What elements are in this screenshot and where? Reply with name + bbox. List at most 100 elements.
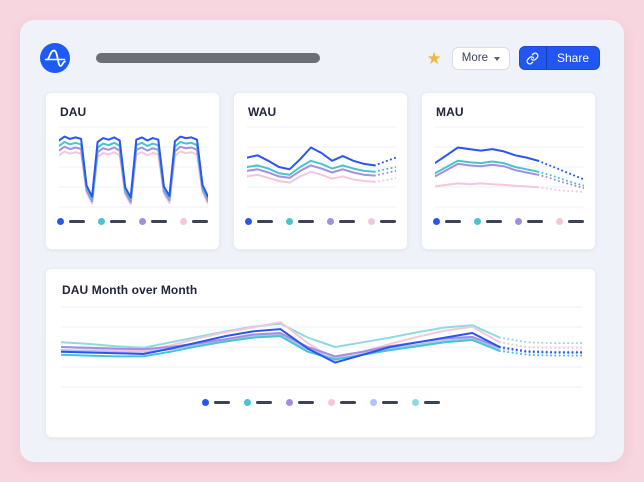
legend-item[interactable]: [245, 218, 273, 225]
link-icon: [526, 51, 539, 65]
series-line-teal: [435, 159, 540, 175]
card-mau: MAU: [421, 92, 596, 250]
dashboard-app: ★ More Share DAU WAU: [20, 20, 624, 462]
series-line-pink: [498, 341, 582, 349]
series-line-light_teal: [498, 336, 582, 345]
series-line-pink: [247, 170, 376, 184]
legend-item[interactable]: [474, 218, 502, 225]
legend-label-placeholder: [298, 220, 314, 223]
legend-label-placeholder: [192, 220, 208, 223]
legend-series-dot: [245, 218, 252, 225]
legend-label-placeholder: [110, 220, 126, 223]
series-line-pink: [435, 182, 540, 189]
legend-label-placeholder: [255, 401, 272, 404]
wau-legend: [234, 218, 407, 225]
series-line-light_teal: [61, 322, 501, 349]
dau-mom-legend: [46, 399, 595, 406]
series-line-teal: [373, 166, 396, 173]
chart-cards-row: DAU WAU MAU: [45, 92, 596, 250]
legend-series-dot: [556, 218, 563, 225]
series-line-blue: [373, 156, 396, 167]
series-line-blue: [537, 159, 584, 181]
series-line-blue: [59, 135, 208, 199]
card-wau: WAU: [233, 92, 408, 250]
series-line-pink: [537, 186, 584, 193]
legend-label-placeholder: [380, 220, 396, 223]
legend-series-dot: [433, 218, 440, 225]
legend-label-placeholder: [297, 401, 314, 404]
legend-label-placeholder: [339, 401, 356, 404]
legend-series-dot: [411, 399, 419, 406]
legend-label-placeholder: [486, 220, 502, 223]
amplitude-logo[interactable]: [40, 43, 70, 73]
legend-label-placeholder: [445, 220, 461, 223]
series-line-pink: [61, 321, 501, 362]
mau-legend: [422, 218, 595, 225]
legend-item[interactable]: [369, 399, 398, 406]
more-button[interactable]: More: [451, 46, 510, 70]
legend-label-placeholder: [339, 220, 355, 223]
series-line-purple: [247, 164, 376, 179]
series-line-teal: [498, 349, 582, 357]
series-line-teal: [247, 159, 376, 176]
app-header: ★ More Share: [40, 42, 600, 74]
legend-item[interactable]: [243, 399, 272, 406]
legend-item[interactable]: [285, 399, 314, 406]
legend-item[interactable]: [57, 218, 85, 225]
legend-series-dot: [327, 399, 335, 406]
series-line-purple: [537, 173, 584, 190]
card-title-dau: DAU: [60, 105, 87, 119]
legend-series-dot: [98, 218, 105, 225]
wau-chart[interactable]: [247, 126, 396, 208]
legend-item[interactable]: [411, 399, 440, 406]
legend-series-dot: [139, 218, 146, 225]
mau-chart[interactable]: [435, 126, 584, 208]
dau-legend: [46, 218, 219, 225]
legend-item[interactable]: [327, 399, 356, 406]
legend-series-dot: [57, 218, 64, 225]
dashboard-title-placeholder: [96, 53, 320, 63]
series-line-pink: [373, 176, 396, 183]
legend-item[interactable]: [139, 218, 167, 225]
legend-item[interactable]: [327, 218, 355, 225]
legend-label-placeholder: [527, 220, 543, 223]
series-line-blue: [61, 328, 501, 364]
legend-item[interactable]: [98, 218, 126, 225]
legend-item[interactable]: [433, 218, 461, 225]
series-line-blue: [498, 346, 582, 354]
series-line-periwinkle: [61, 333, 501, 359]
legend-label-placeholder: [423, 401, 440, 404]
legend-item[interactable]: [368, 218, 396, 225]
copy-link-button[interactable]: [520, 47, 547, 69]
legend-series-dot: [243, 399, 251, 406]
legend-item[interactable]: [556, 218, 584, 225]
series-line-teal: [61, 335, 501, 361]
legend-label-placeholder: [568, 220, 584, 223]
legend-item[interactable]: [201, 399, 230, 406]
series-line-blue: [435, 146, 540, 165]
series-line-purple: [435, 162, 540, 178]
series-line-teal: [537, 170, 584, 187]
legend-label-placeholder: [151, 220, 167, 223]
legend-label-placeholder: [213, 401, 230, 404]
gridlines: [435, 126, 584, 208]
gridlines: [247, 126, 396, 208]
legend-item[interactable]: [286, 218, 314, 225]
share-button-label[interactable]: Share: [556, 51, 589, 65]
header-actions: ★ More Share: [427, 46, 600, 70]
card-title-mau: MAU: [436, 105, 464, 119]
share-split-button[interactable]: Share: [518, 46, 600, 70]
dau-mom-chart[interactable]: [61, 306, 582, 388]
favorite-star-icon[interactable]: ★: [426, 48, 442, 68]
card-title-dau-mom: DAU Month over Month: [62, 283, 198, 297]
legend-series-dot: [327, 218, 334, 225]
series-line-purple: [373, 169, 396, 177]
legend-item[interactable]: [515, 218, 543, 225]
legend-label-placeholder: [381, 401, 398, 404]
card-title-wau: WAU: [248, 105, 277, 119]
legend-item[interactable]: [180, 218, 208, 225]
dau-chart[interactable]: [59, 126, 208, 208]
legend-series-dot: [180, 218, 187, 225]
chevron-down-icon: [493, 56, 500, 61]
more-button-label: More: [461, 52, 488, 64]
